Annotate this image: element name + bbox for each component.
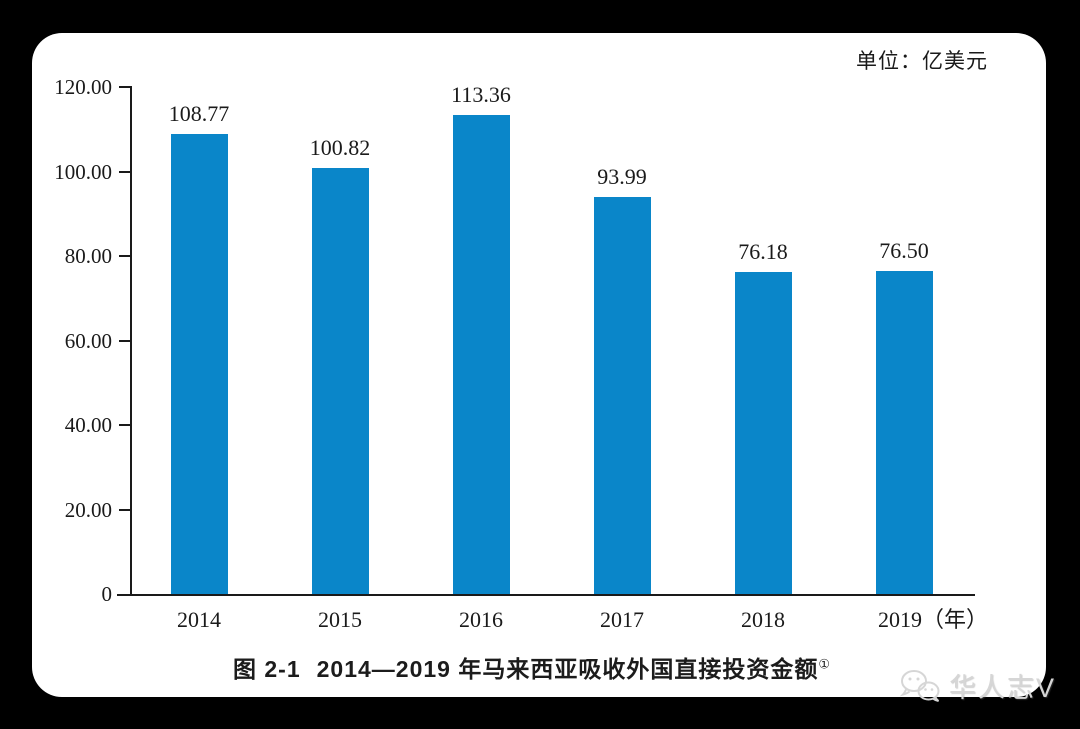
y-tick-mark [119, 424, 132, 426]
figure-title: 2014—2019 年马来西亚吸收外国直接投资金额 [316, 656, 819, 682]
figure-number: 图 2-1 [232, 656, 301, 682]
chart-card: 单位：亿美元 120.00 100.00 80.00 60.00 40.00 20.00 0… [32, 33, 1046, 697]
x-tick-label: 2016 [459, 607, 503, 632]
y-tick-label: 20.00 [64, 497, 112, 522]
unit-label: 单位：亿美元 [856, 49, 988, 73]
y-tick-label: 60.00 [64, 328, 112, 353]
y-tick-mark [119, 170, 132, 173]
bar [875, 270, 933, 594]
x-tick-label: 2017 [600, 607, 644, 632]
y-tick-label: 80.00 [64, 244, 112, 268]
bar-value-label: 76.50 [879, 237, 929, 263]
bar-value-label: 100.82 [309, 135, 371, 161]
bar-value-label: 76.18 [738, 239, 788, 265]
bar-value-label: 108.77 [168, 101, 230, 127]
x-tick-label: 2015 [318, 607, 362, 632]
figure-caption: 图 2-1 2014—2019 年马来西亚吸收外国直接投资金额① [32, 650, 1032, 684]
y-tick-label: 120.00 [54, 75, 112, 99]
y-tick-mark [119, 508, 132, 511]
y-tick-mark [119, 339, 132, 342]
x-tick-label: 2018 [741, 607, 785, 632]
bar [452, 115, 510, 594]
bar [734, 272, 792, 594]
bar-value-label: 93.99 [597, 163, 647, 189]
bar-value-label: 113.36 [451, 82, 511, 108]
y-tick-mark [119, 86, 132, 88]
y-tick-label: 100.00 [54, 159, 112, 184]
y-tick-mark [119, 255, 132, 257]
x-tick-label: 2014 [177, 607, 221, 632]
bar [593, 196, 651, 594]
plot-area: 120.00 100.00 80.00 60.00 40.00 20.00 0 108.77 2… [54, 75, 988, 632]
y-tick-label: 0 [101, 582, 113, 606]
y-tick-label: 40.00 [64, 413, 112, 437]
bar [170, 134, 228, 594]
footnote-mark: ① [818, 656, 832, 672]
x-tick-label: 2019（年） [877, 607, 988, 632]
bar [311, 168, 369, 594]
